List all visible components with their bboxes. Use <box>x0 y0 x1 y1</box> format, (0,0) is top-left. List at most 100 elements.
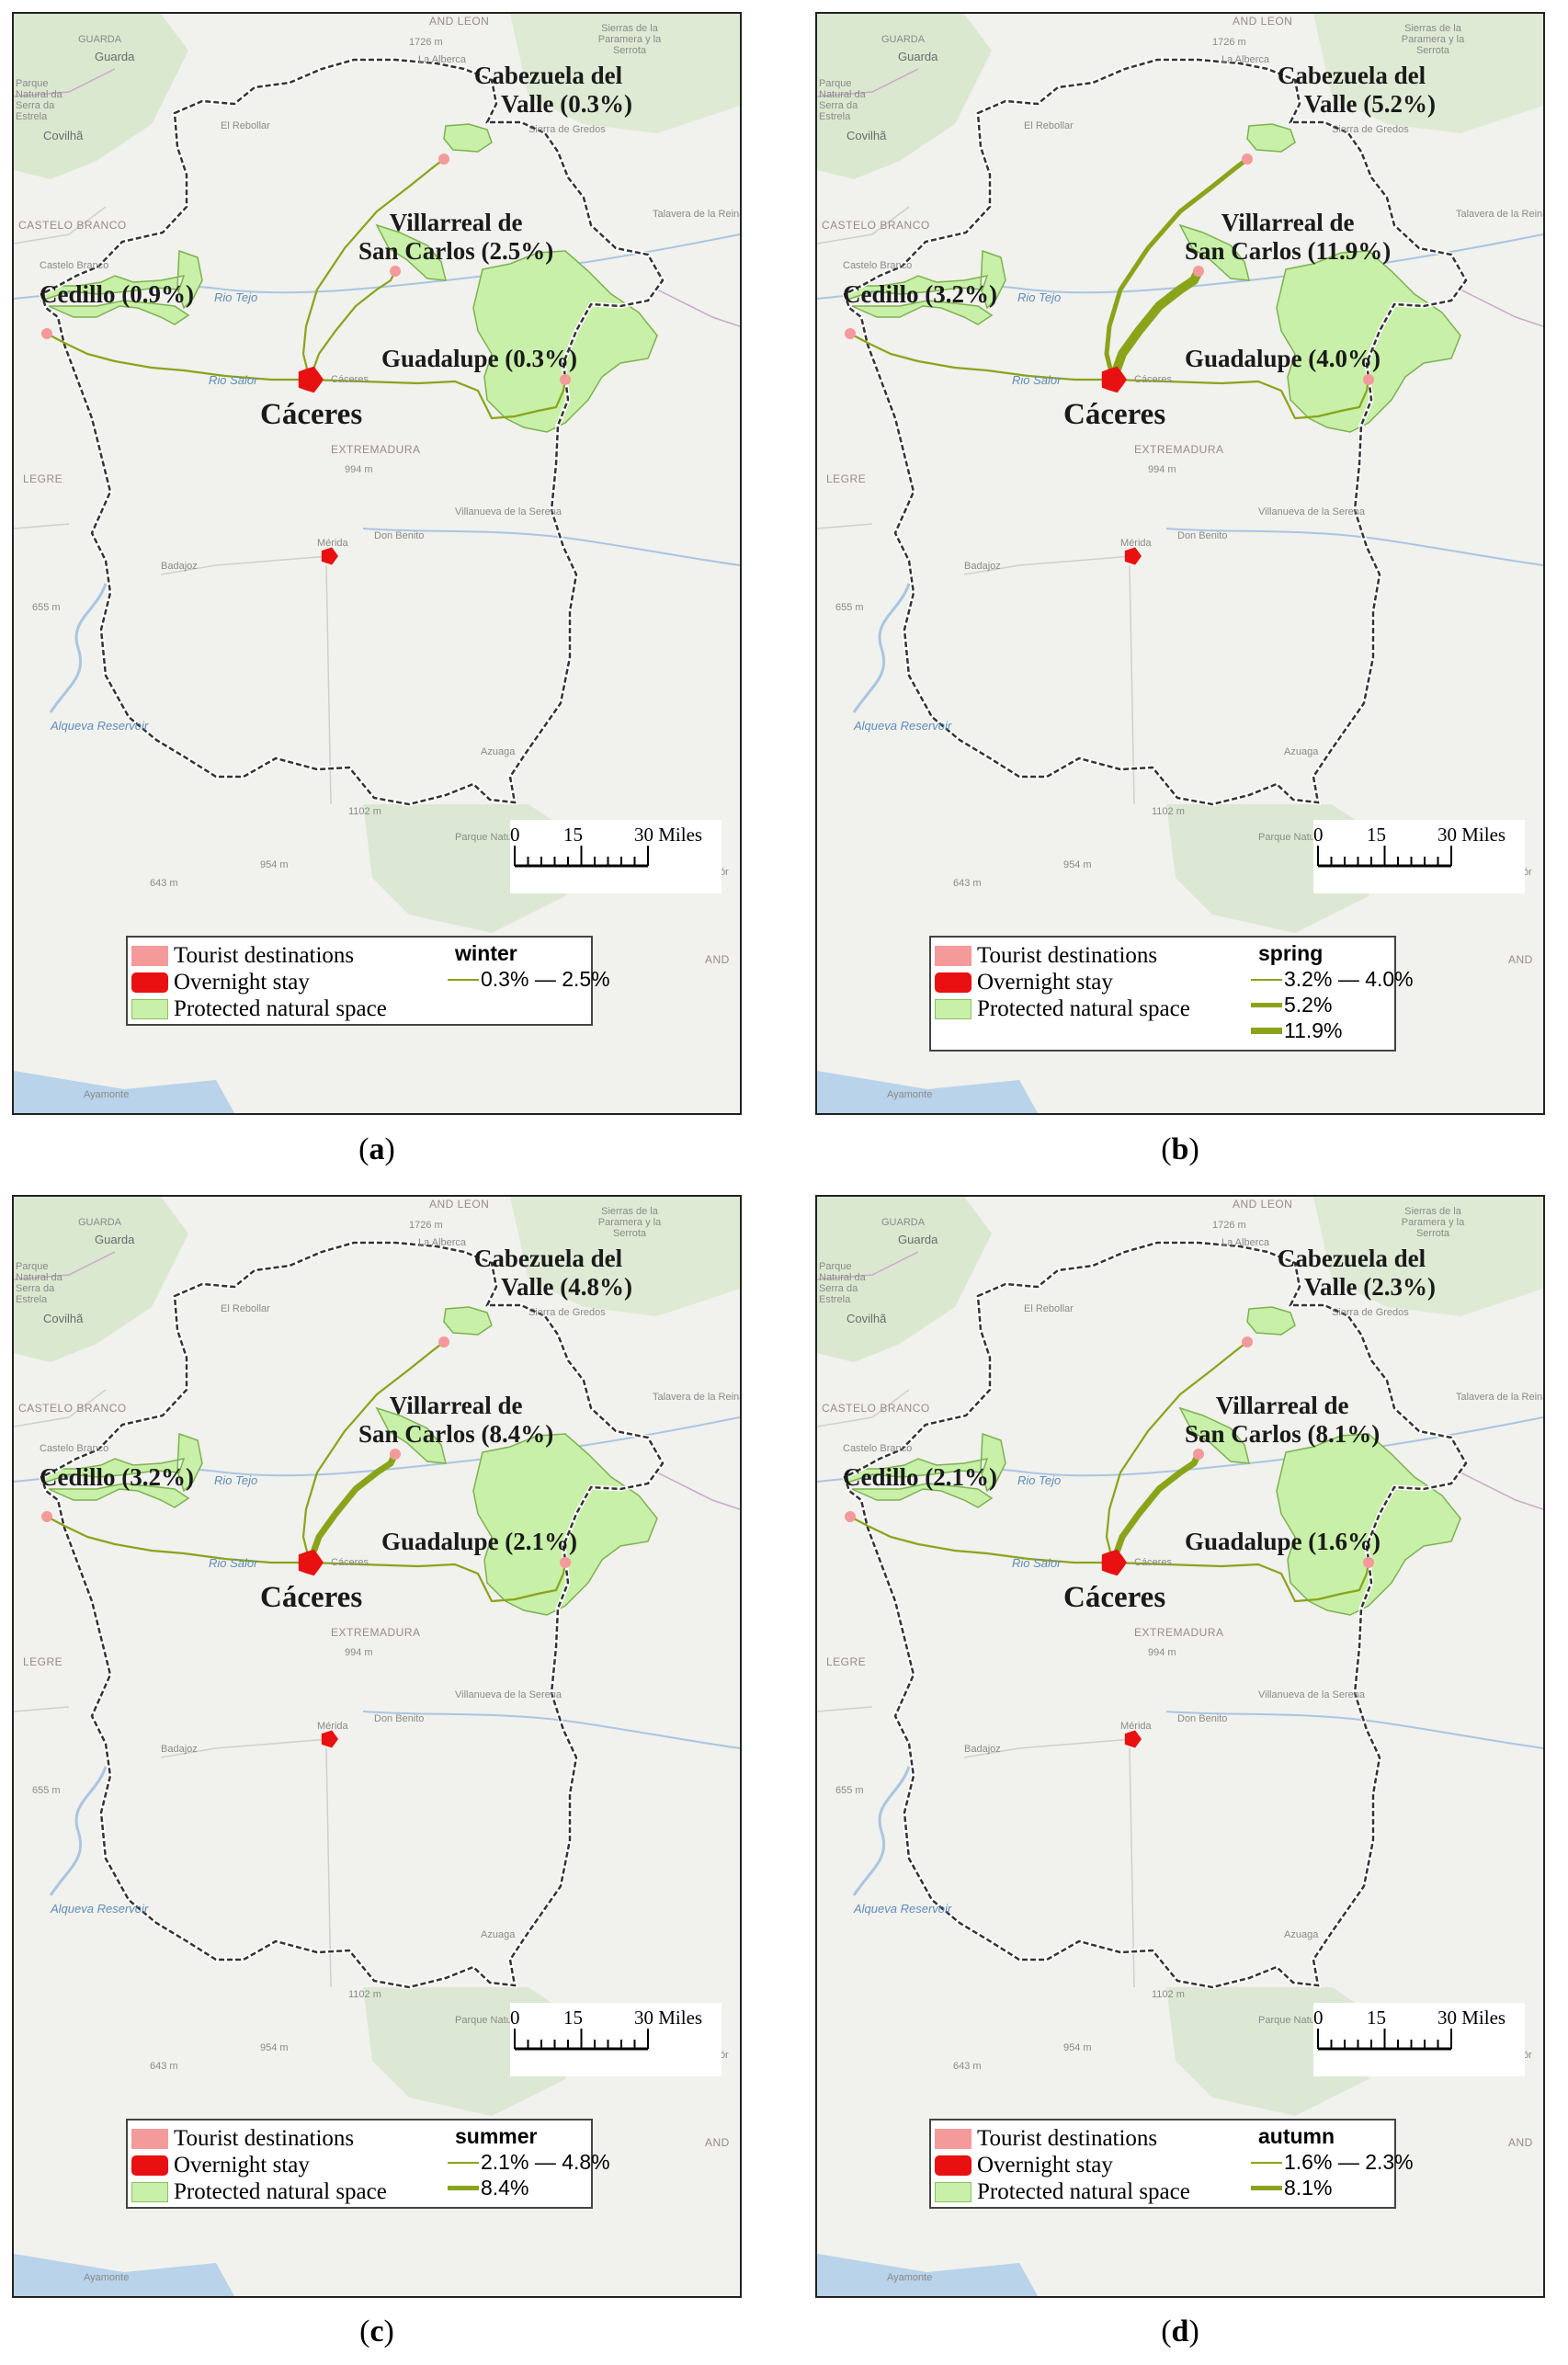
label-villarreal-line1: Villarreal de <box>1221 209 1355 236</box>
label-cabezuela-line2: Valle (2.3%) <box>1304 1273 1436 1302</box>
panel-caption: (d) <box>815 2314 1545 2349</box>
map-label-sierra-gredos: Sierra de Gredos <box>1332 124 1409 135</box>
label-cedillo: Cedillo (3.2%) <box>843 280 997 308</box>
map-label-castelo-branco: Castelo Branco <box>843 1443 913 1454</box>
label-cabezuela: Cabezuela del Valle (0.3%) <box>464 62 632 119</box>
flow-class-label: 5.2% <box>1284 993 1333 1017</box>
label-cabezuela-line1: Cabezuela del <box>473 62 623 89</box>
map-label-caceres-small: Cáceres <box>1134 1557 1172 1568</box>
map-label-peak-655: 655 m <box>835 1785 864 1796</box>
legend-protected-label: Protected natural space <box>977 2179 1190 2204</box>
legend-overnight-label: Overnight stay <box>174 2153 310 2177</box>
tourist-destination-cabezuela <box>1242 1336 1253 1347</box>
map-label-covilha: Covilhã <box>846 1312 887 1325</box>
map-label-caceres-small: Cáceres <box>331 1557 369 1568</box>
panel-caption: (a) <box>12 1132 742 1167</box>
map-label-don-benito: Don Benito <box>1177 530 1228 541</box>
legend-protected-label: Protected natural space <box>174 996 387 1021</box>
caption-paren-open: ( <box>1161 1132 1172 1166</box>
scale-bar: 0 15 30 Miles <box>1313 820 1525 893</box>
legend-flow-class: 2.1% — 4.8% <box>448 2150 610 2175</box>
map-label-legre: LEGRE <box>23 472 63 485</box>
scale-label-15: 15 <box>563 2007 583 2029</box>
legend-overnight: Overnight stay <box>935 970 1113 995</box>
river-guadiana <box>1165 1711 1543 1749</box>
label-villarreal: Villarreal de San Carlos (8.1%) <box>1185 1392 1380 1449</box>
route-cabezuela <box>1105 1340 1249 1564</box>
legend-tourist-label: Tourist destinations <box>977 943 1158 968</box>
map-label-sierras: Sierras de la Paramera y la Serrota <box>597 23 662 57</box>
legend-overnight-swatch <box>935 2155 971 2176</box>
legend-overnight-label: Overnight stay <box>174 970 310 995</box>
label-villarreal-line2: San Carlos (8.4%) <box>358 1420 554 1449</box>
map-label-peak-643: 643 m <box>953 878 982 889</box>
river-guadiana <box>362 1711 740 1749</box>
caption-paren-close: ) <box>1188 2314 1199 2348</box>
map-label-talavera: Talavera de la Reina <box>653 209 742 220</box>
map-label-and: AND <box>1508 953 1533 966</box>
map-label-villanueva: Villanueva de la Serena <box>1258 506 1365 517</box>
terrain-gredos <box>1313 1197 1543 1316</box>
legend-flow-class: 11.9% <box>1251 1018 1343 1043</box>
map-label-peak-994: 994 m <box>1148 1647 1176 1658</box>
scale-bar-graphic <box>1317 2029 1452 2051</box>
map-label-sierras: Sierras de la Paramera y la Serrota <box>597 1206 662 1240</box>
legend-season-title: summer <box>455 2124 538 2148</box>
province-boundary <box>843 58 1468 806</box>
legend-protected-label: Protected natural space <box>977 996 1190 1021</box>
protected-space-guadalupe <box>1276 250 1461 433</box>
map-label-and: AND <box>705 953 730 966</box>
map-label-badajoz: Badajoz <box>161 561 198 572</box>
basemap <box>817 14 1543 1113</box>
map-label-peak-655: 655 m <box>32 1785 61 1796</box>
map-label-azuaga: Azuaga <box>1284 746 1319 757</box>
map-label-talavera: Talavera de la Reina <box>1456 209 1545 220</box>
map-label-extremadura: EXTREMADURA <box>331 443 421 456</box>
map-label-ayamonte: Ayamonte <box>887 1089 933 1100</box>
label-caceres: Cáceres <box>260 398 363 431</box>
map-label-peak-954: 954 m <box>260 2042 289 2053</box>
legend-protected: Protected natural space <box>131 2179 387 2205</box>
terrain-estrela <box>14 1197 188 1362</box>
protected-space-cedillo <box>844 1432 1006 1508</box>
tourist-destination-guadalupe <box>560 374 571 385</box>
reservoir-alqueva <box>49 583 108 713</box>
map-label-covilha: Covilhã <box>43 129 84 142</box>
route-cedillo <box>848 1515 1115 1564</box>
legend-tourist-swatch <box>131 946 168 966</box>
map-label-legre: LEGRE <box>23 1655 63 1668</box>
map-label-guarda-region: GUARDA <box>78 1217 122 1228</box>
protected-space-villarreal <box>1178 1406 1250 1464</box>
map-label-rio-salor: Rio Salor <box>1012 373 1062 387</box>
legend: Tourist destinations Overnight stay Protec… <box>126 936 610 1026</box>
map-label-peak-994: 994 m <box>345 464 373 475</box>
map-label-and-leon: AND LEON <box>429 15 490 28</box>
legend-protected-swatch <box>935 2182 971 2202</box>
legend-flow-class: 1.6% — 2.3% <box>1251 2150 1414 2175</box>
map-label-la-alberca: La Alberca <box>418 1237 466 1248</box>
map-label-and-leon: AND LEON <box>429 1198 490 1211</box>
flow-class-label: 2.1% — 4.8% <box>481 2150 610 2174</box>
map-label-castelo-branco: Castelo Branco <box>843 260 913 271</box>
route-villarreal <box>1109 1450 1202 1566</box>
legend-flow-class: 3.2% — 4.0% <box>1251 967 1414 992</box>
legend: Tourist destinations Overnight stay Protec… <box>126 2119 610 2209</box>
map-label-and-leon: AND LEON <box>1233 1198 1293 1211</box>
overnight-stay-merida <box>1124 547 1142 565</box>
label-villarreal-line1: Villarreal de <box>1215 1392 1349 1419</box>
map-label-peak-1726: 1726 m <box>1212 37 1246 48</box>
map-label-peak-994: 994 m <box>1148 464 1176 475</box>
map-label-sierra-estrela: Parque Natural da Serra da Estrela <box>16 78 62 123</box>
admin-border <box>817 68 1543 327</box>
protected-space-cabezuela <box>443 123 493 153</box>
overnight-stay-caceres <box>1101 1549 1127 1576</box>
label-guadalupe: Guadalupe (1.6%) <box>1185 1528 1381 1555</box>
flow-class-label: 3.2% — 4.0% <box>1284 967 1414 991</box>
admin-border <box>14 68 740 327</box>
terrain-gredos <box>1313 14 1543 133</box>
legend-protected-swatch <box>131 999 168 1019</box>
flow-class-label: 11.9% <box>1284 1018 1343 1042</box>
map-label-peak-655: 655 m <box>835 602 864 613</box>
scale-label-30: 30 Miles <box>1437 824 1506 846</box>
map-label-rio-salor: Rio Salor <box>1012 1556 1062 1570</box>
